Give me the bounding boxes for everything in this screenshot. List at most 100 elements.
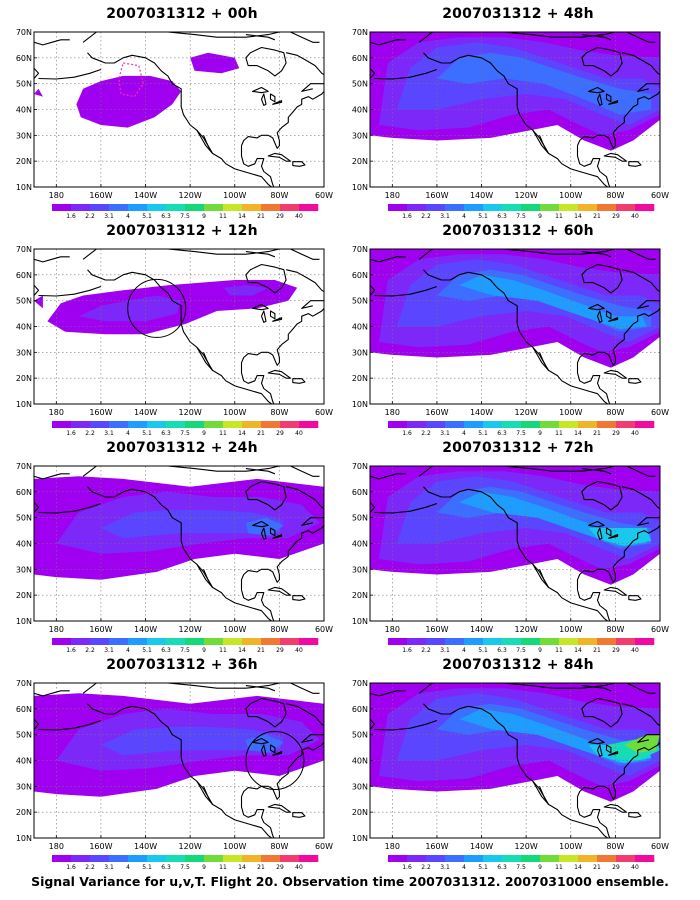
colorbar-swatch xyxy=(578,421,598,428)
map-figure: 70N 60N 50N 40N 30N 20N 10N 180 160W 140W 120W 100W… xyxy=(16,462,333,654)
colorbar-label: 4 xyxy=(462,430,466,437)
map-figure: 70N 60N 50N 40N 30N 20N 10N 180 160W 140W 120W 100W… xyxy=(352,462,669,654)
panel-title: 2007031312 + 00h xyxy=(106,6,258,22)
colorbar-swatch xyxy=(597,638,617,645)
lat-tick-label: 50N xyxy=(352,514,368,523)
map-figure: 70N 60N 50N 40N 30N 20N 10N 180 160W 140W 120W 100W… xyxy=(352,245,669,437)
lat-tick-label: 40N xyxy=(16,540,32,549)
colorbar-swatch xyxy=(559,421,579,428)
colorbar-label: 40 xyxy=(631,647,639,654)
colorbar-swatch xyxy=(147,855,167,862)
lat-tick-label: 40N xyxy=(16,323,32,332)
variance-shading xyxy=(459,274,647,330)
lon-tick-label: 160W xyxy=(89,842,112,851)
panel-title: 2007031312 + 36h xyxy=(106,657,258,673)
lat-tick-label: 70N xyxy=(352,679,368,688)
colorbar-swatch xyxy=(71,421,91,428)
colorbar-label: 29 xyxy=(276,430,284,437)
colorbar-swatch xyxy=(242,421,262,428)
colorbar-label: 40 xyxy=(295,647,303,654)
variance-shading xyxy=(100,509,284,539)
lon-tick-label: 180 xyxy=(49,191,64,200)
colorbar-swatch xyxy=(223,421,243,428)
colorbar-swatch xyxy=(204,855,224,862)
colorbar-label: 7.5 xyxy=(516,213,526,220)
lon-tick-label: 160W xyxy=(89,408,112,417)
colorbar-label: 3.1 xyxy=(104,213,114,220)
colorbar-swatch xyxy=(128,421,148,428)
colorbar-label: 3.1 xyxy=(440,864,450,871)
colorbar-swatch xyxy=(166,855,186,862)
lat-tick-label: 30N xyxy=(16,782,32,791)
colorbar-swatch xyxy=(445,421,465,428)
lat-tick-label: 20N xyxy=(352,374,368,383)
variance-shading xyxy=(76,75,182,128)
lat-tick-label: 20N xyxy=(16,374,32,383)
map-panel: 2007031312 + 48h 70N 60N 50N 40N 30N 20N 10N 180… xyxy=(348,6,688,221)
colorbar-swatch xyxy=(90,638,110,645)
colorbar-swatch xyxy=(223,638,243,645)
map-figure: 70N 60N 50N 40N 30N 20N 10N 180 160W 140W 120W 100W… xyxy=(16,245,333,437)
lon-tick-label: 160W xyxy=(425,625,448,634)
colorbar-label: 6.3 xyxy=(497,430,507,437)
colorbar-swatch xyxy=(242,204,262,211)
lat-tick-label: 20N xyxy=(16,157,32,166)
colorbar-swatch xyxy=(52,421,72,428)
colorbar-swatch xyxy=(445,204,465,211)
colorbar-swatch xyxy=(540,421,560,428)
lat-tick-label: 40N xyxy=(16,106,32,115)
colorbar-label: 11 xyxy=(555,647,563,654)
colorbar-label: 7.5 xyxy=(516,864,526,871)
colorbar-swatch xyxy=(483,204,503,211)
colorbar-swatch xyxy=(502,204,522,211)
lat-tick-label: 50N xyxy=(16,731,32,740)
colorbar-label: 40 xyxy=(295,430,303,437)
colorbar-label: 7.5 xyxy=(180,213,190,220)
colorbar-label: 6.3 xyxy=(161,647,171,654)
colorbar-swatch xyxy=(280,421,300,428)
map-figure: 70N 60N 50N 40N 30N 20N 10N 180 160W 140W 120W 100W… xyxy=(16,679,333,871)
colorbar-label: 14 xyxy=(574,647,582,654)
colorbar-label: 2.2 xyxy=(85,864,95,871)
panel-title: 2007031312 + 72h xyxy=(442,440,594,456)
lat-tick-label: 60N xyxy=(352,54,368,63)
colorbar-label: 9 xyxy=(538,864,542,871)
colorbar-swatch xyxy=(559,204,579,211)
observation-circle xyxy=(245,731,305,790)
colorbar-swatch xyxy=(52,855,72,862)
lat-tick-label: 20N xyxy=(352,808,368,817)
colorbar-label: 11 xyxy=(219,647,227,654)
colorbar-label: 4 xyxy=(126,647,130,654)
colorbar-label: 9 xyxy=(538,647,542,654)
colorbar-swatch xyxy=(128,638,148,645)
lon-tick-label: 160W xyxy=(425,842,448,851)
coastline xyxy=(34,466,324,621)
lat-tick-label: 60N xyxy=(16,54,32,63)
colorbar-label: 14 xyxy=(238,430,246,437)
colorbar-swatch xyxy=(166,421,186,428)
lon-tick-label: 180 xyxy=(385,842,400,851)
colorbar-label: 21 xyxy=(593,430,601,437)
lon-tick-label: 180 xyxy=(385,408,400,417)
colorbar-swatch xyxy=(464,855,484,862)
colorbar-swatch xyxy=(204,638,224,645)
colorbar-label: 5.1 xyxy=(478,213,488,220)
colorbar-swatch xyxy=(204,204,224,211)
lon-tick-label: 120W xyxy=(515,408,538,417)
lon-tick-label: 160W xyxy=(425,191,448,200)
colorbar-swatch xyxy=(578,204,598,211)
colorbar-swatch xyxy=(261,204,281,211)
colorbar-label: 3.1 xyxy=(440,647,450,654)
lon-tick-label: 100W xyxy=(559,842,582,851)
colorbar-swatch xyxy=(128,855,148,862)
colorbar-label: 29 xyxy=(612,213,620,220)
colorbar-swatch xyxy=(223,855,243,862)
colorbar-label: 7.5 xyxy=(180,430,190,437)
colorbar-label: 11 xyxy=(555,864,563,871)
coastline xyxy=(370,683,660,838)
lon-tick-label: 60W xyxy=(651,191,669,200)
colorbar-swatch xyxy=(426,638,446,645)
colorbar-label: 5.1 xyxy=(478,430,488,437)
lon-tick-label: 180 xyxy=(49,408,64,417)
panel-title: 2007031312 + 84h xyxy=(442,657,594,673)
